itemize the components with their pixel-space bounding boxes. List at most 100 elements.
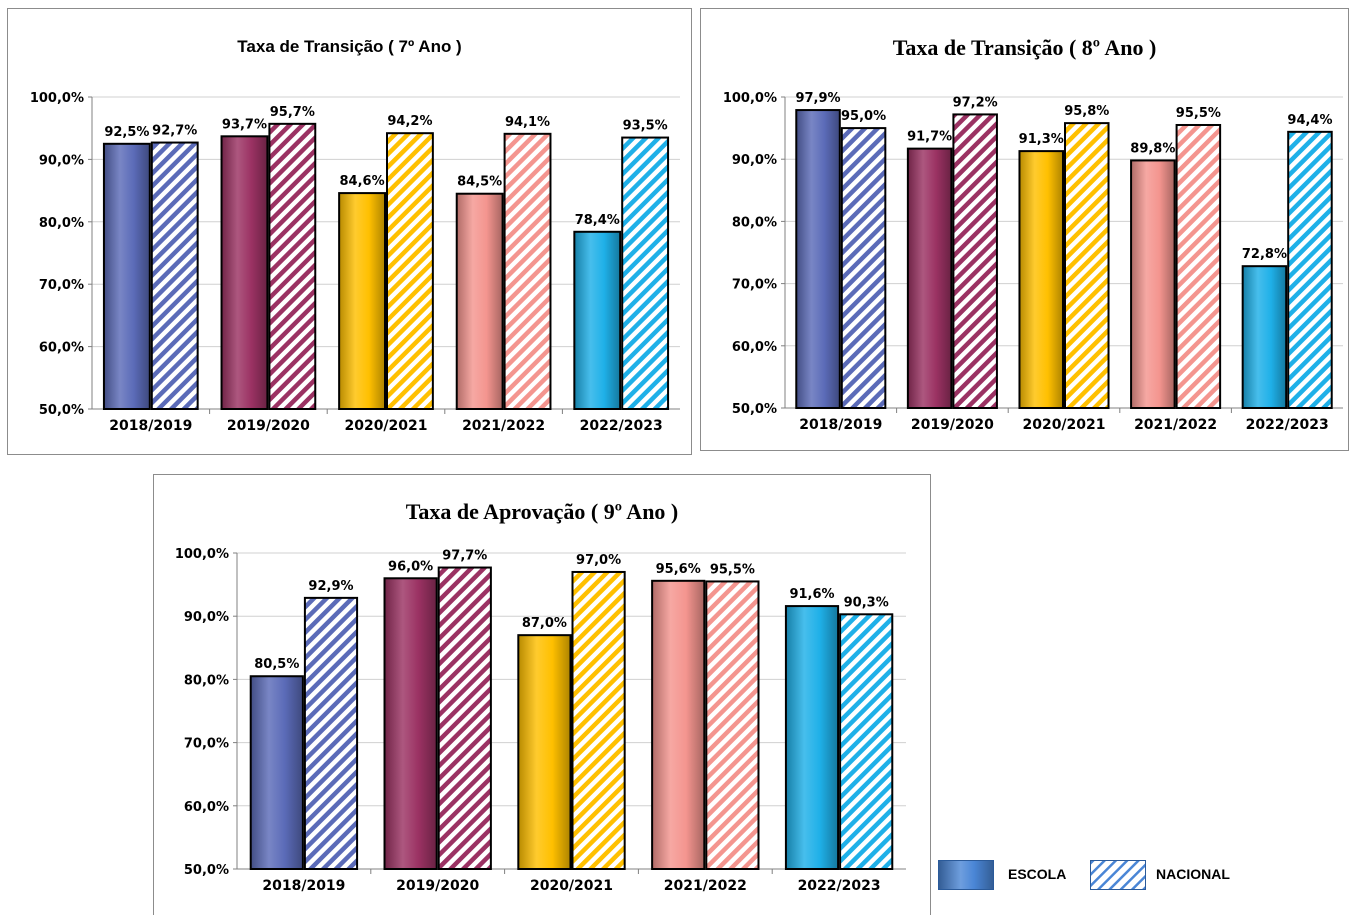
x-tick-label: 2020/2021	[530, 878, 613, 894]
bar-nacional	[1175, 123, 1222, 410]
y-tick-label: 60,0%	[732, 340, 777, 355]
y-tick-label: 70,0%	[732, 278, 777, 293]
legend-swatch-escola	[938, 860, 994, 890]
legend-label-escola: ESCOLA	[1008, 866, 1067, 882]
data-label-nacional: 92,9%	[308, 579, 353, 594]
bar-nacional	[303, 596, 359, 870]
bar-escola	[795, 109, 841, 409]
x-tick-label: 2018/2019	[799, 417, 882, 433]
bar-escola	[1018, 150, 1065, 409]
y-tick-label: 80,0%	[39, 216, 84, 231]
bar-escola	[455, 192, 504, 410]
bar-nacional	[839, 613, 894, 870]
y-tick-label: 50,0%	[732, 402, 777, 417]
y-tick-label: 90,0%	[39, 153, 84, 168]
bar-escola	[102, 142, 151, 411]
y-tick-label: 70,0%	[39, 278, 84, 293]
bar-nacional	[840, 127, 887, 409]
bar-nacional	[1287, 130, 1333, 409]
x-tick-label: 2022/2023	[580, 418, 663, 434]
bar-escola	[784, 605, 840, 870]
data-label-nacional: 94,4%	[1287, 113, 1332, 128]
data-label-nacional: 97,2%	[953, 95, 998, 110]
bar-escola	[338, 192, 386, 410]
bar-nacional	[268, 122, 317, 410]
chart-panel-7-ano: Taxa de Transição ( 7º Ano ) 50,0% 60,0% 7…	[7, 8, 692, 455]
chart-legend: ESCOLA NACIONAL	[938, 860, 1338, 900]
x-tick-label: 2018/2019	[262, 878, 345, 894]
data-label-nacional: 92,7%	[152, 124, 197, 139]
bar-nacional	[150, 141, 199, 410]
data-label-nacional: 95,8%	[1064, 104, 1109, 119]
chart-panel-8-ano: Taxa de Transição ( 8º Ano ) 50,0% 60,0% 7…	[700, 8, 1349, 451]
y-tick-label: 100,0%	[30, 91, 84, 106]
x-tick-label: 2018/2019	[109, 418, 192, 434]
chart-title: Taxa de Transição ( 7º Ano )	[237, 37, 462, 56]
data-label-escola: 80,5%	[254, 657, 299, 672]
data-label-nacional: 95,5%	[710, 562, 755, 577]
x-tick-label: 2020/2021	[344, 418, 427, 434]
data-label-escola: 95,6%	[656, 562, 701, 577]
data-label-nacional: 90,3%	[844, 595, 889, 610]
chart-title: Taxa de Transição ( 8º Ano )	[892, 35, 1157, 60]
bar-escola	[573, 230, 622, 410]
data-label-escola: 87,0%	[522, 616, 567, 631]
bar-nacional	[386, 132, 434, 411]
y-tick-label: 80,0%	[732, 215, 777, 230]
y-tick-label: 90,0%	[732, 153, 777, 168]
bar-nacional	[705, 580, 760, 870]
x-tick-label: 2022/2023	[798, 878, 881, 894]
chart-plot-8-ano: 50,0% 60,0% 70,0% 80,0% 90,0% 100,0% 2018/2019…	[723, 91, 1343, 433]
data-label-nacional: 95,0%	[841, 109, 886, 124]
bar-escola	[220, 135, 269, 410]
y-tick-label: 90,0%	[184, 610, 229, 625]
bar-escola	[517, 634, 572, 870]
data-label-escola: 93,7%	[222, 117, 267, 132]
x-tick-label: 2019/2020	[396, 878, 479, 894]
data-label-escola: 84,6%	[340, 174, 385, 189]
chart-plot-9-ano: 50,0% 60,0% 70,0% 80,0% 90,0% 100,0% 2018/2019…	[175, 547, 906, 894]
data-label-nacional: 93,5%	[623, 119, 668, 134]
data-label-escola: 91,6%	[789, 587, 834, 602]
y-tick-label: 100,0%	[175, 547, 229, 562]
y-tick-label: 60,0%	[39, 341, 84, 356]
legend-swatch-nacional	[1090, 860, 1146, 890]
data-label-nacional: 97,0%	[576, 553, 621, 568]
data-label-nacional: 95,5%	[1176, 106, 1221, 121]
data-label-nacional: 97,7%	[442, 549, 487, 564]
bar-escola	[651, 579, 706, 870]
bar-escola	[249, 675, 304, 870]
x-tick-label: 2021/2022	[664, 878, 747, 894]
chart-plot-7-ano: 50,0% 60,0% 70,0% 80,0% 90,0% 100,0% 2018/2019…	[30, 91, 680, 434]
bar-escola	[383, 577, 438, 870]
bar-escola	[1130, 159, 1176, 409]
data-label-escola: 89,8%	[1130, 141, 1175, 156]
data-label-escola: 91,7%	[907, 130, 952, 145]
chart-panel-9-ano: Taxa de Aprovação ( 9º Ano ) 50,0% 60,0% 7…	[153, 474, 931, 915]
bar-escola	[1241, 265, 1288, 409]
x-tick-label: 2022/2023	[1246, 417, 1329, 433]
bar-nacional	[503, 132, 552, 410]
x-tick-label: 2020/2021	[1022, 417, 1105, 433]
data-label-nacional: 94,2%	[387, 114, 432, 129]
bar-nacional	[1064, 122, 1110, 410]
data-label-escola: 91,3%	[1019, 132, 1064, 147]
bar-nacional	[571, 570, 626, 871]
data-label-escola: 92,5%	[104, 125, 149, 140]
data-label-escola: 96,0%	[388, 559, 433, 574]
x-tick-label: 2019/2020	[227, 418, 310, 434]
data-label-escola: 78,4%	[575, 213, 620, 228]
y-tick-label: 80,0%	[184, 673, 229, 688]
data-label-escola: 84,5%	[457, 175, 502, 190]
y-tick-label: 60,0%	[184, 800, 229, 815]
bar-escola	[906, 147, 953, 409]
bar-nacional	[437, 566, 492, 870]
data-label-nacional: 94,1%	[505, 115, 550, 130]
y-tick-label: 50,0%	[39, 403, 84, 418]
data-label-escola: 72,8%	[1242, 247, 1287, 262]
legend-label-nacional: NACIONAL	[1156, 866, 1230, 882]
bar-nacional	[621, 136, 670, 410]
data-label-escola: 97,9%	[795, 91, 840, 106]
y-tick-label: 70,0%	[184, 737, 229, 752]
chart-title: Taxa de Aprovação ( 9º Ano )	[405, 499, 679, 524]
